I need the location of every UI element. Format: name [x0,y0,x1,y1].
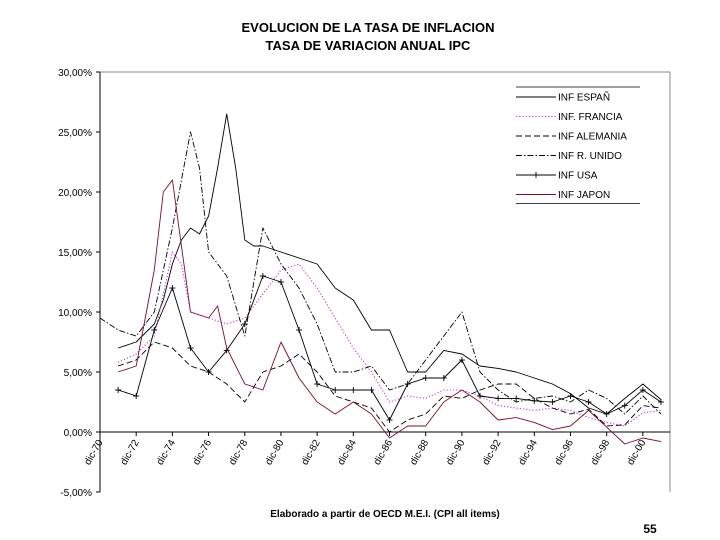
x-tick-label: dic-92 [481,438,504,467]
series-marker [241,321,248,327]
x-tick-label: dic-88 [408,438,431,467]
y-tick-label: 30,00% [58,68,92,79]
x-tick-label: dic-94 [517,438,540,467]
series-marker [151,327,158,333]
legend-label-3: INF ALEMANIA [558,132,627,143]
series-marker [169,285,176,291]
series-marker [458,357,465,363]
x-tick-label: dic-82 [300,438,323,467]
y-tick-label: 5,00% [64,368,92,379]
x-tick-label: dic-80 [263,438,286,467]
x-tick-label: dic-72 [119,438,142,467]
series-marker [603,411,610,417]
y-tick-label: 15,00% [58,248,92,259]
series-marker [477,393,483,399]
x-tick-label: dic-78 [227,438,250,467]
x-tick-label: dic-76 [191,438,214,467]
y-tick-label: 10,00% [58,308,92,319]
series-marker [621,402,628,409]
chart-subtitle: TASA DE VARIACION ANUAL IPC [266,38,471,53]
series-layer [99,113,664,445]
series-marker [259,273,266,279]
series-marker [350,387,357,393]
y-tick-label: 25,00% [58,128,92,139]
source-note: Elaborado a partir de OECD M.E.I. (CPI a… [270,509,500,520]
series-marker [115,387,122,393]
series-marker [495,395,502,402]
series-marker [639,387,646,393]
series-marker [513,395,520,402]
y-axis: -5,00% 0,00% 5,00% 10,00% 15,00% 20,00% 25,00%… [58,68,101,499]
series-line-4 [99,131,662,415]
legend-label-5: INF USA [558,171,598,182]
series-line-6 [117,179,662,445]
series-marker [296,327,303,333]
x-tick-label: dic-90 [444,438,467,467]
series-marker [133,393,140,399]
x-tick-label: dic-84 [336,438,359,467]
y-tick-label: -5,00% [60,488,92,499]
legend-label-2: INF. FRANCIA [558,112,623,123]
x-tick-label: dic-86 [372,438,395,467]
y-tick-label: 20,00% [58,188,92,199]
series-marker [314,381,321,387]
series-marker [332,387,339,393]
series-marker [277,279,284,285]
series-marker [368,387,375,393]
series-line-5 [117,275,662,421]
series-marker [386,417,393,423]
legend: INF ESPAÑ INF. FRANCIA INF ALEMANIA INF R. … [516,86,640,204]
series-marker [585,399,592,405]
chart-title: EVOLUCION DE LA TASA DE INFLACION [241,20,494,35]
series-marker [567,393,574,399]
series-marker [205,369,212,375]
series-marker [404,381,411,387]
x-tick-label: dic-70 [82,438,105,467]
y-tick-label: 0,00% [64,428,92,439]
series-marker [549,399,556,405]
x-tick-label: dic-00 [625,438,648,467]
series-line-2 [117,251,662,427]
x-tick-label: dic-74 [155,438,178,467]
series-marker [422,375,429,381]
legend-label-6: INF JAPON [558,190,610,201]
series-line-1 [117,113,662,415]
legend-label-4: INF R. UNIDO [558,151,622,162]
x-tick-label: dic-96 [553,438,576,467]
series-marker [531,397,538,404]
x-axis: dic-70 dic-72 dic-74 dic-76 dic-78 dic-80 dic-… [82,431,670,467]
x-tick-label: dic-98 [589,438,612,467]
legend-label-1: INF ESPAÑ [558,91,610,104]
page-number: 55 [643,522,657,536]
series-marker [440,375,447,381]
series-marker [657,399,664,405]
plot-frame [100,71,671,492]
series-marker [187,345,194,351]
